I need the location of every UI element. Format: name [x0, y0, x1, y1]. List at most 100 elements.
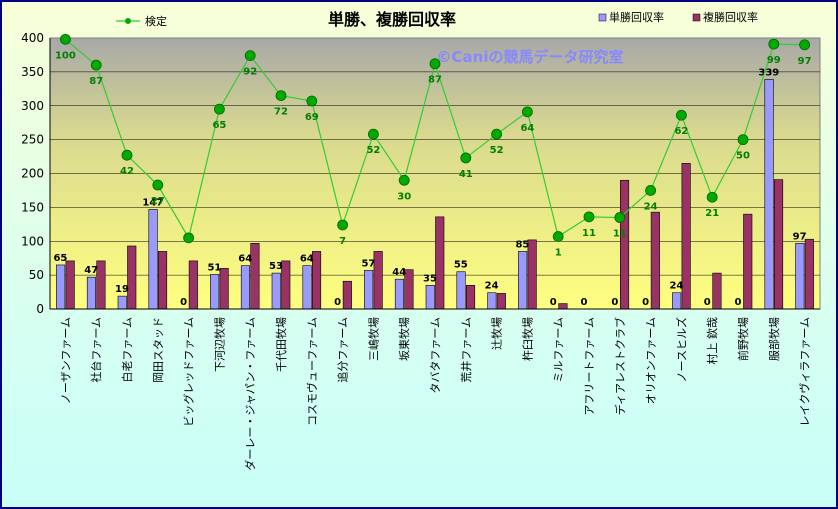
category-label: コスモヴューファーム [305, 317, 319, 426]
line-point [306, 95, 318, 107]
line-point [614, 212, 626, 223]
bars: 65 47 19 147 0 51 64 53 64 0 57 44 35 55 24 85 0 0 0 0 24 0 0 3… [53, 67, 814, 310]
bar-data-label: 0 [704, 297, 711, 308]
line-point [676, 109, 687, 121]
line-data-label: 65 [212, 120, 226, 131]
bar-data-label: 0 [611, 297, 618, 308]
bar-fukusho [65, 260, 75, 310]
category-label: オリオンファーム [645, 317, 658, 404]
bar-data-label: 85 [515, 239, 529, 250]
category-label: 三嶋牧場 [366, 317, 380, 361]
line-data-label: 27 [151, 196, 165, 207]
line-point [737, 134, 749, 146]
line-point [460, 152, 472, 164]
bar-fukusho [465, 284, 476, 310]
bar-data-label: 64 [300, 254, 314, 265]
line-data-label: 92 [243, 67, 257, 78]
line-point [152, 179, 164, 191]
line-point [367, 128, 379, 140]
category-label: ノースヒルズ [674, 317, 688, 382]
category-label: レイクヴィラファーム [798, 317, 812, 426]
category-label: 村上 欽哉 [705, 317, 719, 365]
category-label: タバタファーム [429, 317, 442, 394]
line-data-label: 52 [366, 145, 380, 156]
line-point [398, 174, 410, 186]
bar-data-label: 55 [454, 260, 468, 271]
line-data-label: 11 [613, 229, 627, 240]
line-point [90, 59, 102, 71]
line-data-label: 7 [339, 236, 346, 247]
legend-fukusho-label: 複勝回収率 [703, 10, 758, 24]
line-point [337, 219, 349, 231]
bar-tansho [456, 271, 466, 310]
bar-tansho [518, 251, 528, 310]
bar-tansho [117, 295, 127, 310]
bar-fukusho [804, 238, 814, 310]
line-point [768, 38, 780, 50]
y-tick-label: 200 [21, 167, 44, 181]
y-tick-label: 250 [21, 133, 44, 147]
bar-tansho [764, 79, 774, 310]
bar-data-label: 339 [758, 67, 779, 78]
category-label: 社台ファーム [89, 317, 103, 383]
line-data-label: 50 [736, 151, 750, 162]
y-tick-label: 300 [21, 99, 44, 113]
watermark: ©Caniの競馬データ研究室 [437, 48, 624, 66]
bar-tansho [302, 265, 312, 310]
y-tick-label: 0 [36, 302, 44, 316]
bar-data-label: 53 [269, 261, 283, 272]
legend-line-marker [125, 18, 131, 24]
chart-title: 単勝、複勝回収率 [328, 10, 456, 29]
line-point [429, 58, 441, 70]
bar-fukusho [773, 179, 784, 310]
line-data-label: 41 [459, 169, 473, 180]
line-data-label: 11 [582, 228, 596, 239]
category-label: アフリートファーム [583, 317, 596, 416]
line-data-label: 52 [490, 145, 504, 156]
line-point [60, 33, 71, 45]
category-label: 白老ファーム [120, 317, 134, 383]
line-data-label: 100 [55, 50, 76, 61]
bar-data-label: 65 [53, 253, 67, 264]
bar-data-label: 0 [581, 297, 588, 308]
bar-tansho [148, 209, 158, 310]
bar-data-label: 0 [550, 297, 557, 308]
bar-data-label: 47 [84, 265, 98, 276]
legend-line-label: 検定 [145, 14, 167, 28]
bar-tansho [672, 292, 682, 310]
line-point [583, 211, 595, 223]
line-data-label: 99 [767, 55, 781, 66]
bar-fukusho [743, 213, 753, 310]
category-label: 千代田牧場 [274, 317, 288, 372]
line-point [522, 106, 533, 118]
legend: 検定 単勝回収率 複勝回収率 [116, 10, 758, 28]
line-data-label: 87 [89, 76, 103, 87]
bar-data-label: 24 [485, 281, 499, 292]
line-data-label: 62 [674, 126, 688, 137]
y-tick-label: 150 [21, 200, 44, 214]
bar-fukusho [158, 251, 168, 310]
legend-tansho-label: 単勝回収率 [609, 10, 664, 24]
bar-fukusho [496, 293, 506, 310]
line-point [121, 149, 133, 161]
line-point [799, 39, 810, 51]
bar-tansho [271, 272, 281, 310]
bar-data-label: 0 [180, 297, 187, 308]
y-tick-label: 350 [21, 65, 44, 79]
x-axis: ノーザンファーム 社台ファーム 白老ファーム 岡田スタッド ビッグレッドファーム 下河辺牧… [59, 317, 811, 471]
bar-fukusho [712, 272, 722, 310]
line-data-label: 21 [705, 208, 719, 219]
bar-data-label: 147 [142, 197, 163, 208]
line-data-label: 24 [644, 201, 658, 212]
line-data-label: 42 [120, 166, 134, 177]
bar-data-label: 19 [115, 284, 129, 295]
line-point [244, 50, 256, 62]
bar-tansho [240, 265, 250, 310]
bar-fukusho [342, 280, 352, 310]
bar-data-label: 0 [735, 297, 742, 308]
line-data-label: 69 [305, 112, 319, 123]
category-label: 服部牧場 [767, 317, 781, 361]
